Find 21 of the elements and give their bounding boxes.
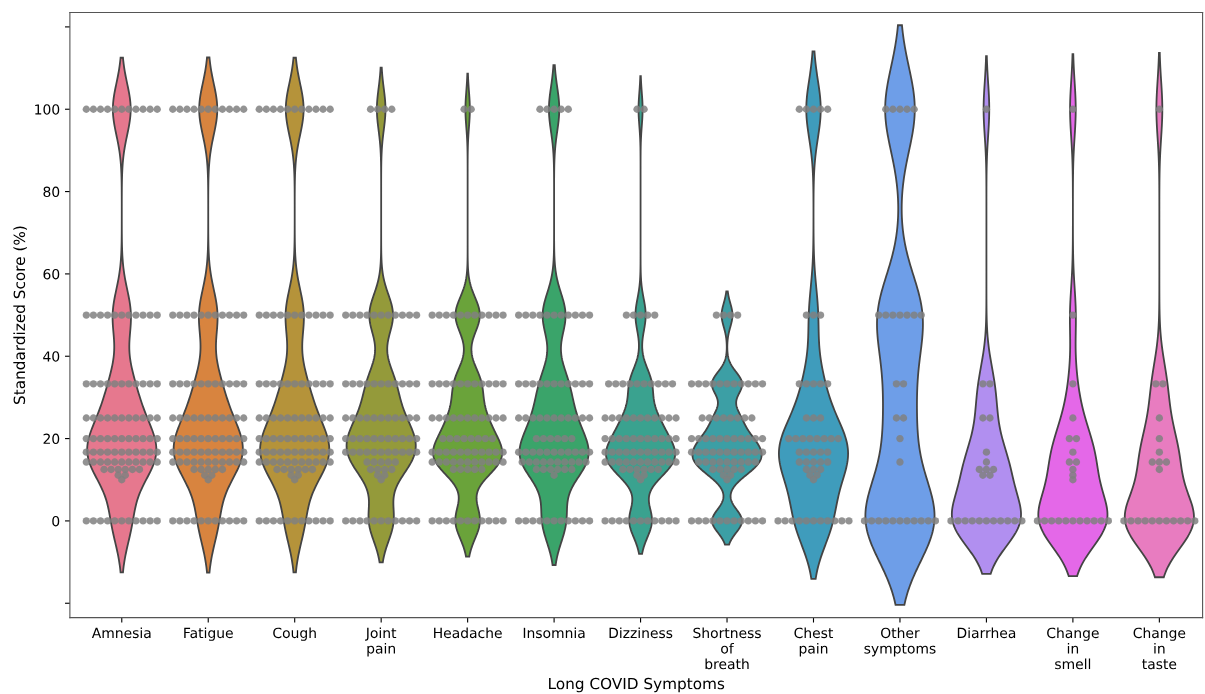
x-tick-label: Change in taste <box>1133 627 1186 670</box>
y-tick-label: 100 <box>35 104 60 115</box>
y-tick-label: 20 <box>43 433 60 445</box>
x-tick-label: Insomnia <box>523 627 585 639</box>
y-axis-title: Standardized Score (%) <box>13 226 27 404</box>
x-tick-label: Diarrhea <box>957 627 1016 639</box>
y-tick-label: 80 <box>43 186 60 198</box>
x-tick-label: Fatigue <box>184 627 233 641</box>
y-tick-label: 0 <box>52 515 60 527</box>
y-tick-label: 60 <box>43 268 60 280</box>
y-tick-label: 40 <box>43 351 60 362</box>
x-tick-label: Cough <box>273 627 316 641</box>
x-tick-label: Shortness of breath <box>693 627 761 670</box>
x-tick-label: Headache <box>434 627 502 639</box>
x-tick-label: Chest pain <box>794 627 834 657</box>
x-tick-label: Change in smell <box>1047 627 1099 670</box>
x-tick-label: Amnesia <box>91 627 151 639</box>
x-tick-label: Joint pain <box>365 627 397 657</box>
x-tick-label: Other symptoms <box>864 627 936 657</box>
x-tick-label: Dizziness <box>609 627 673 639</box>
x-axis-title: Long COVID Symptoms <box>549 677 725 693</box>
